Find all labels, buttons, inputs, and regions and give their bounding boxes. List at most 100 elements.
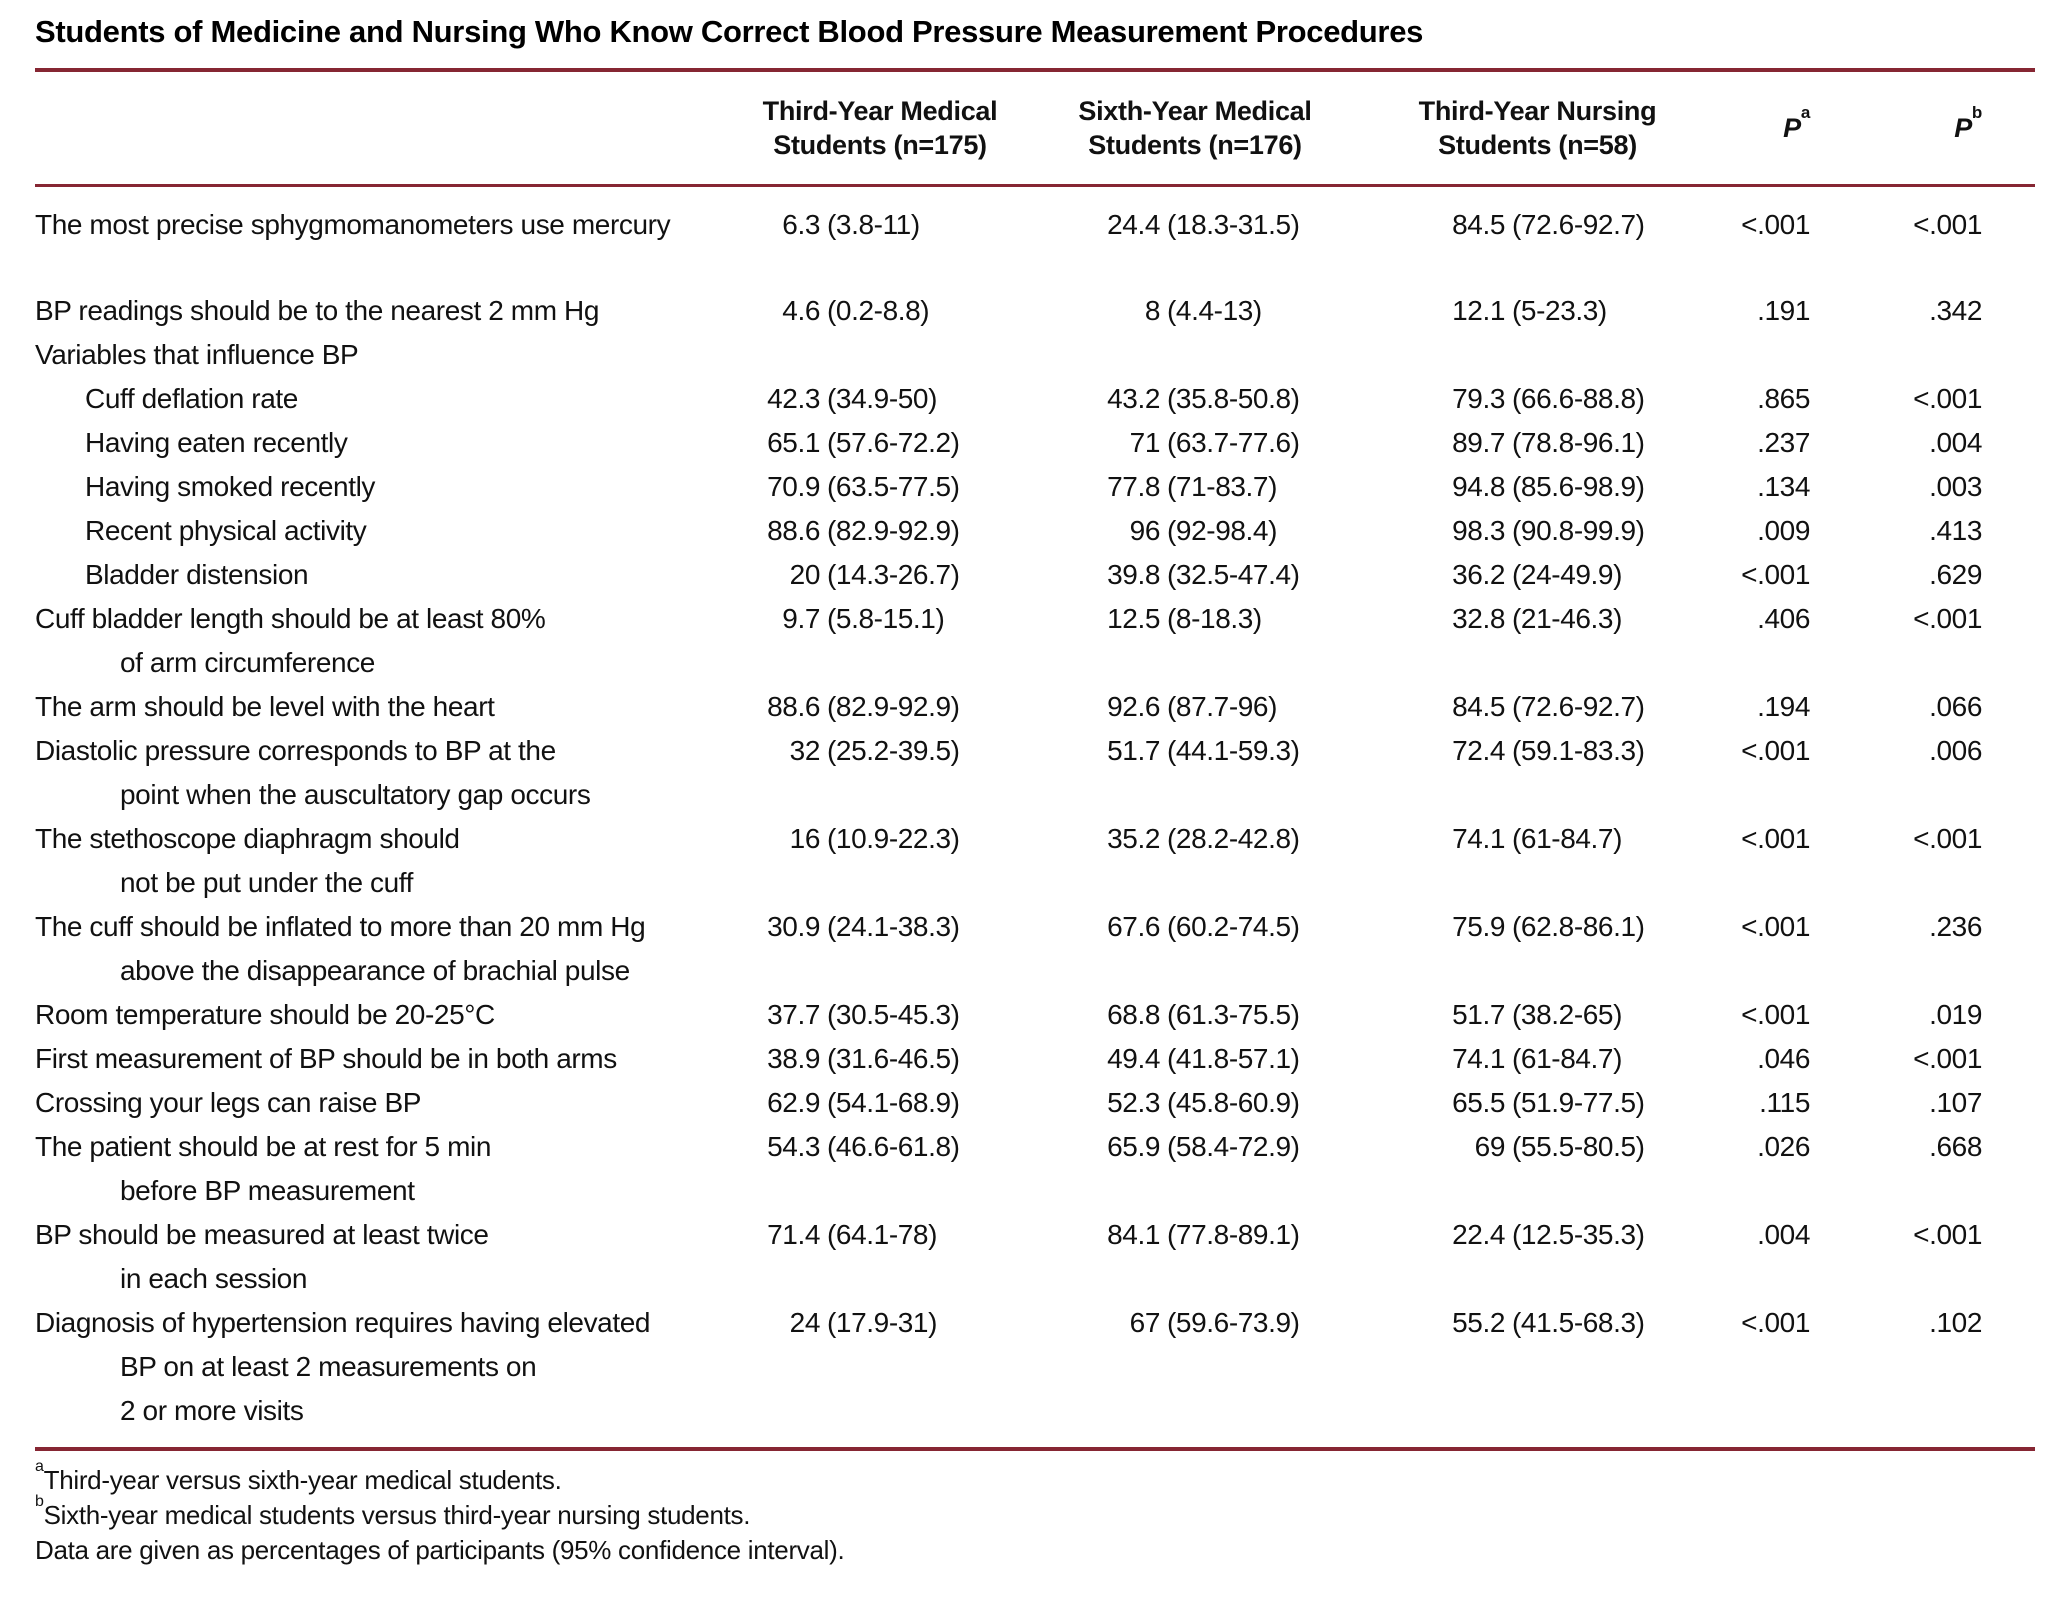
value-cell — [1365, 773, 1710, 817]
table-row: Diastolic pressure corresponds to BP at … — [35, 729, 2035, 773]
value-percent: 55.2 — [1452, 1307, 1505, 1338]
header-row: Third-Year Medical Students (n=175) Sixt… — [35, 72, 2035, 187]
row-label: of arm circumference — [120, 647, 375, 678]
p-value-b-cell: <.001 — [1913, 1043, 1982, 1074]
p-value-a-cell: .009 — [1757, 515, 1810, 546]
value-percent: 35.2 — [1107, 823, 1160, 854]
value-confidence-interval: (71-83.7) — [1167, 471, 1278, 502]
table-row: The patient should be at rest for 5 min 5… — [35, 1125, 2035, 1169]
value-percent: 32.8 — [1452, 603, 1505, 634]
value-cell: 12.1 (5-23.3) — [1365, 289, 1710, 333]
p-value-a-cell — [1710, 949, 1810, 993]
footnote-a-marker: a — [35, 1458, 44, 1476]
p-value-b-cell — [1810, 1389, 2035, 1433]
p-value-b-cell: .066 — [1929, 691, 1982, 722]
value-cell: 12.5 (8-18.3) — [1025, 597, 1365, 641]
value-confidence-interval: (14.3-26.7) — [827, 559, 960, 590]
value-cell: 92.6 (87.7-96) — [1025, 685, 1365, 729]
value-cell — [735, 1169, 1025, 1213]
p-superscript-a: a — [1800, 103, 1810, 122]
value-percent: 74.1 — [1452, 1043, 1505, 1074]
value-cell: 51.7 (38.2-65) — [1365, 993, 1710, 1037]
header-line: Students (n=175) — [773, 130, 987, 160]
value-confidence-interval: (51.9-77.5) — [1512, 1087, 1645, 1118]
value-confidence-interval: (82.9-92.9) — [827, 515, 960, 546]
row-label: before BP measurement — [120, 1175, 415, 1206]
value-confidence-interval: (87.7-96) — [1167, 691, 1278, 722]
p-value-a-cell — [1710, 861, 1810, 905]
table-row: First measurement of BP should be in bot… — [35, 1037, 2035, 1081]
p-value-a-cell — [1710, 1345, 1810, 1389]
value-cell — [1025, 1389, 1365, 1433]
value-confidence-interval: (63.5-77.5) — [827, 471, 960, 502]
table-row: The stethoscope diaphragm should 16 (10.9-… — [35, 817, 2035, 861]
p-value-b-cell — [1810, 1257, 2035, 1301]
value-confidence-interval: (72.6-92.7) — [1512, 691, 1645, 722]
row-label: not be put under the cuff — [120, 867, 414, 898]
value-cell — [1365, 1389, 1710, 1433]
value-percent: 54.3 — [767, 1131, 820, 1162]
value-confidence-interval: (46.6-61.8) — [827, 1131, 960, 1162]
value-confidence-interval: (25.2-39.5) — [827, 735, 960, 766]
value-percent: 65.5 — [1452, 1087, 1505, 1118]
bp-knowledge-table: Third-Year Medical Students (n=175) Sixt… — [35, 72, 2035, 1433]
value-confidence-interval: (28.2-42.8) — [1167, 823, 1300, 854]
value-cell: 42.3 (34.9-50) — [735, 377, 1025, 421]
p-value-b-cell — [1810, 641, 2035, 685]
row-label: Diagnosis of hypertension requires havin… — [35, 1307, 651, 1338]
value-cell — [1025, 1345, 1365, 1389]
value-percent: 65.1 — [767, 427, 820, 458]
p-value-a-cell: .004 — [1757, 1219, 1810, 1250]
value-confidence-interval: (61-84.7) — [1512, 823, 1623, 854]
footnote-a: aThird-year versus sixth-year medical st… — [35, 1459, 2035, 1498]
row-label: The arm should be level with the heart — [35, 691, 495, 722]
value-percent: 51.7 — [1107, 735, 1160, 766]
table-row-continuation: BP on at least 2 measurements on — [35, 1345, 2035, 1389]
value-confidence-interval: (72.6-92.7) — [1512, 209, 1645, 240]
table-body: The most precise sphygmomanometers use m… — [35, 186, 2035, 1434]
value-cell: 30.9 (24.1-38.3) — [735, 905, 1025, 949]
value-confidence-interval: (24.1-38.3) — [827, 911, 960, 942]
p-value-b-cell: <.001 — [1913, 383, 1982, 414]
row-label: Having smoked recently — [85, 471, 375, 502]
value-percent: 49.4 — [1107, 1043, 1160, 1074]
value-cell: 72.4 (59.1-83.3) — [1365, 729, 1710, 773]
row-label: above the disappearance of brachial puls… — [120, 955, 630, 986]
table-header: Third-Year Medical Students (n=175) Sixt… — [35, 72, 2035, 187]
p-value-a-cell — [1710, 1169, 1810, 1213]
value-cell: 51.7 (44.1-59.3) — [1025, 729, 1365, 773]
value-cell: 39.8 (32.5-47.4) — [1025, 553, 1365, 597]
value-cell — [735, 773, 1025, 817]
value-confidence-interval: (66.6-88.8) — [1512, 383, 1645, 414]
value-cell: 74.1 (61-84.7) — [1365, 817, 1710, 861]
value-confidence-interval: (59.6-73.9) — [1167, 1307, 1300, 1338]
footnotes: aThird-year versus sixth-year medical st… — [35, 1459, 2035, 1568]
value-percent: 74.1 — [1452, 823, 1505, 854]
value-cell: 77.8 (71-83.7) — [1025, 465, 1365, 509]
row-label: Diastolic pressure corresponds to BP at … — [35, 735, 556, 766]
value-cell: 84.5 (72.6-92.7) — [1365, 186, 1710, 248]
p-value-b-cell — [1810, 1345, 2035, 1389]
value-percent: 72.4 — [1452, 735, 1505, 766]
value-percent: 71 — [1129, 427, 1161, 458]
p-value-a-cell: <.001 — [1741, 999, 1810, 1030]
value-confidence-interval: (77.8-89.1) — [1167, 1219, 1300, 1250]
p-superscript-b: b — [1971, 103, 1982, 122]
value-percent: 52.3 — [1107, 1087, 1160, 1118]
value-confidence-interval: (63.7-77.6) — [1167, 427, 1300, 458]
table-row: Recent physical activity 88.6 (82.9-92.9) 9… — [35, 509, 2035, 553]
p-value-a-cell: <.001 — [1741, 823, 1810, 854]
table-row-continuation: point when the auscultatory gap occurs — [35, 773, 2035, 817]
value-cell: 74.1 (61-84.7) — [1365, 1037, 1710, 1081]
value-confidence-interval: (5.8-15.1) — [827, 603, 945, 634]
header-sixth-year-medical: Sixth-Year Medical Students (n=176) — [1025, 72, 1365, 187]
footnote-a-text: Third-year versus sixth-year medical stu… — [43, 1465, 562, 1495]
row-label: Cuff bladder length should be at least 8… — [35, 603, 546, 634]
value-cell: 54.3 (46.6-61.8) — [735, 1125, 1025, 1169]
p-value-b-cell: .668 — [1929, 1131, 1982, 1162]
p-value-b-cell — [1810, 1169, 2035, 1213]
table-row: Cuff bladder length should be at least 8… — [35, 597, 2035, 641]
p-value-a-cell — [1710, 641, 1810, 685]
value-percent: 4.6 — [782, 295, 820, 326]
header-p-a: Pa — [1710, 72, 1810, 187]
